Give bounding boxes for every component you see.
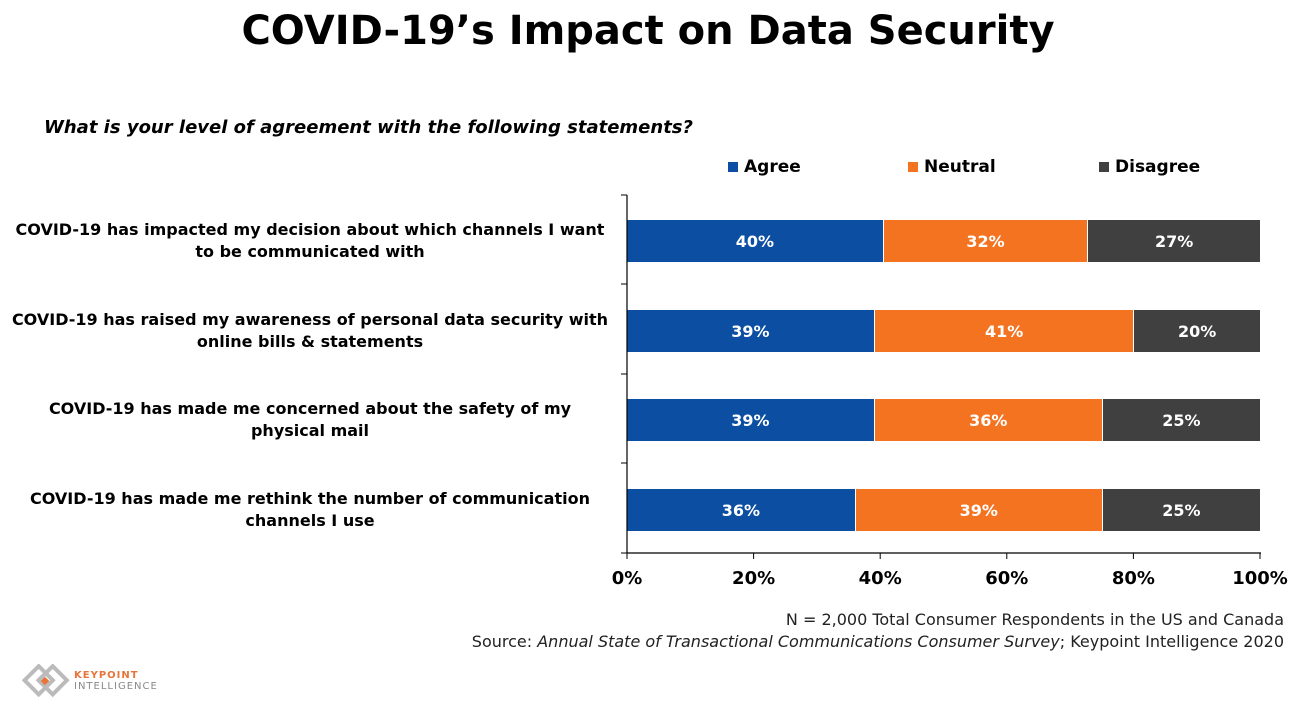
data-label: 41% (984, 321, 1024, 341)
logo-diamond-icon (22, 664, 70, 698)
chart-subtitle: What is your level of agreement with the… (44, 117, 693, 138)
source-title: Annual State of Transactional Communicat… (537, 632, 1060, 651)
data-label: 32% (966, 231, 1005, 251)
data-label: 25% (1162, 500, 1201, 520)
category-label: COVID-19 has raised my awareness of pers… (11, 310, 609, 351)
data-label: 39% (959, 500, 998, 520)
bar-agree: 36% (627, 489, 855, 531)
bar-agree: 40% (627, 220, 883, 262)
chart-title: COVID-19’s Impact on Data Security (241, 8, 1055, 54)
bar-neutral: 39% (855, 489, 1102, 531)
legend-label-neutral: Neutral (924, 157, 996, 177)
x-tick-label: 100% (1232, 568, 1288, 589)
x-tick-label: 40% (858, 568, 902, 589)
data-label: 39% (731, 410, 770, 430)
source-prefix: Source: (471, 632, 538, 651)
data-label: 39% (731, 321, 770, 341)
category-label: COVID-19 has impacted my decision about … (15, 220, 605, 261)
legend-label-agree: Agree (744, 157, 801, 177)
bar-disagree: 25% (1102, 489, 1260, 531)
legend-swatch-agree (728, 162, 738, 172)
legend-swatch-neutral (908, 162, 918, 172)
sample-note: N = 2,000 Total Consumer Respondents in … (785, 610, 1284, 629)
legend-swatch-disagree (1099, 162, 1109, 172)
category-label: COVID-19 has made me concerned about the… (48, 399, 572, 440)
bar-disagree: 25% (1102, 399, 1260, 441)
bar-agree: 39% (627, 310, 874, 352)
legend-neutral: Neutral (908, 157, 996, 177)
legend-label-disagree: Disagree (1115, 157, 1201, 177)
bar-neutral: 32% (883, 220, 1088, 262)
x-tick-label: 60% (985, 568, 1029, 589)
legend-agree: Agree (728, 157, 801, 177)
source-suffix: ; Keypoint Intelligence 2020 (1059, 632, 1284, 651)
data-label: 36% (969, 410, 1008, 430)
category-label: COVID-19 has made me rethink the number … (30, 489, 590, 530)
keypoint-logo: KEYPOINT INTELLIGENCE (22, 664, 158, 698)
data-label: 20% (1178, 321, 1217, 341)
logo-line2: INTELLIGENCE (74, 681, 158, 692)
bar-agree: 39% (627, 399, 874, 441)
bar-disagree: 20% (1134, 310, 1260, 352)
logo-line1: KEYPOINT (74, 670, 139, 681)
bar-neutral: 36% (874, 399, 1102, 441)
data-label: 27% (1155, 231, 1194, 251)
x-tick-label: 0% (611, 568, 643, 589)
x-tick-label: 80% (1111, 568, 1155, 589)
bar-disagree: 27% (1088, 220, 1260, 262)
legend-disagree: Disagree (1099, 157, 1200, 177)
source-note: Source: Annual State of Transactional Co… (472, 632, 1284, 651)
x-tick-label: 20% (732, 568, 776, 589)
bar-neutral: 41% (874, 310, 1134, 352)
data-label: 40% (735, 231, 775, 251)
data-label: 25% (1162, 410, 1201, 430)
data-label: 36% (721, 500, 761, 520)
